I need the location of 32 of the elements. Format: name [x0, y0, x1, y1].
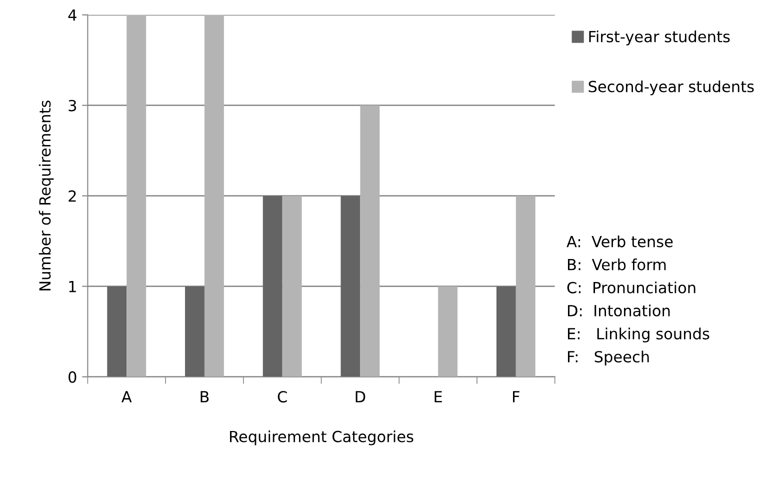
y-tick-label: 1 [69, 280, 76, 292]
bar [496, 286, 516, 377]
x-axis-title: Requirement Categories [230, 430, 414, 446]
x-tick-label: D [356, 391, 366, 402]
bar [107, 286, 127, 377]
bar [262, 196, 282, 377]
y-tick-label: 3 [68, 100, 76, 112]
legend-label: Second-year students [588, 80, 754, 96]
x-tick-label: A [122, 391, 132, 402]
bar [516, 196, 536, 377]
bar [438, 286, 458, 377]
text: A: Verb tense [566, 235, 673, 248]
text: C: Pronunciation [567, 282, 696, 294]
x-tick-label: B [200, 391, 209, 402]
legend-label: First-year students [589, 30, 730, 46]
bar [360, 105, 380, 377]
text: F: Speech [568, 350, 649, 366]
bar [282, 196, 302, 377]
bar [340, 196, 360, 377]
y-axis-title: Number of Requirements [38, 100, 54, 290]
text: D: Intonation [568, 304, 670, 316]
text: B: Verb form [568, 258, 666, 270]
bar [185, 286, 204, 377]
x-tick-label: E [434, 391, 442, 402]
y-tick-label: 0 [68, 371, 76, 383]
bar [126, 14, 146, 377]
y-tick-label: 4 [68, 10, 76, 21]
bar [204, 14, 224, 377]
x-tick-label: C [278, 390, 287, 403]
text: E: Linking sounds [568, 328, 710, 342]
y-tick-label: 2 [68, 190, 76, 202]
x-tick-label: F [513, 391, 520, 402]
